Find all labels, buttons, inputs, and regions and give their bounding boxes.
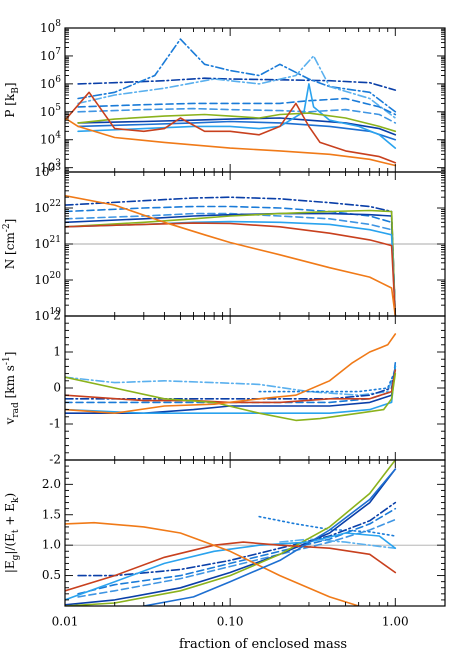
series-line-4 <box>77 518 397 598</box>
y-axis-label: P [kB​] <box>3 82 21 117</box>
x-axis-label: fraction of enclosed mass <box>179 637 347 652</box>
y-axis-label: |Eg​|/(Et​ + Ek​) <box>3 493 21 573</box>
series-line-7 <box>65 460 397 606</box>
series-group <box>65 460 397 606</box>
series-line-9 <box>65 541 397 592</box>
y-tick-label: 1020 <box>34 271 61 287</box>
y-tick-label: 2.0 <box>42 477 61 491</box>
series-line-3 <box>77 507 397 595</box>
series-line-5 <box>77 107 397 124</box>
series-line-1 <box>258 515 397 537</box>
series-group <box>65 194 397 316</box>
series-line-5 <box>279 538 397 549</box>
series-line-10 <box>65 91 397 164</box>
y-tick-label: 106 <box>40 74 61 90</box>
y-tick-label: 1.0 <box>42 538 61 552</box>
series-line-3 <box>65 365 397 400</box>
panel-3: -2 -1 0 1 2 vrad​ [km s-1​] <box>2 309 446 467</box>
y-tick-label: 1023 <box>34 163 61 179</box>
series-line-7 <box>65 369 397 404</box>
series-line-10 <box>65 521 360 606</box>
series-group <box>65 333 397 422</box>
axis-frame <box>64 315 446 461</box>
y-tick-label: 2 <box>53 309 61 323</box>
y-tick-label: 1022 <box>34 199 61 215</box>
y-tick-label: 0.5 <box>42 568 61 582</box>
y-tick-label: 104 <box>40 130 61 146</box>
series-line-4 <box>77 97 397 116</box>
series-group <box>65 38 397 167</box>
series-line-8 <box>65 532 397 601</box>
series-line-9 <box>77 112 397 133</box>
y-axis-label: vrad​ [km s-1​] <box>2 352 21 426</box>
y-tick-label: 1019 <box>34 307 61 323</box>
series-line-2 <box>77 38 397 113</box>
series-line-3 <box>65 212 397 316</box>
y-tick-label: -1 <box>49 417 61 431</box>
series-line-8 <box>77 83 397 149</box>
y-tick-label: 107 <box>40 46 61 62</box>
y-tick-label: 1.5 <box>42 507 61 521</box>
x-tick-label: 0.10 <box>217 615 244 629</box>
y-axis-label: N [cm-2​] <box>2 219 17 270</box>
series-line-8 <box>65 372 397 422</box>
panel-1: 103 104 105 106 107 108 P [kB​] <box>3 19 446 174</box>
series-line-6 <box>65 365 397 414</box>
y-tick-label: 103 <box>40 158 61 174</box>
series-line-3 <box>77 55 397 119</box>
axis-frame <box>64 459 446 607</box>
series-line-1 <box>77 77 397 91</box>
series-line-7 <box>77 120 397 141</box>
series-line-5 <box>65 365 397 414</box>
y-tick-label: 1021 <box>34 235 61 251</box>
y-tick-label: 1 <box>53 345 61 359</box>
series-line-7 <box>65 222 397 316</box>
y-tick-label: 108 <box>40 19 61 35</box>
series-line-2 <box>258 369 397 393</box>
y-tick-label: 0 <box>53 381 61 395</box>
x-tick-label: 1.00 <box>382 615 409 629</box>
series-line-1 <box>65 196 397 316</box>
y-tick-label: -2 <box>49 453 61 467</box>
axis-frame <box>64 27 446 173</box>
panel-2: 1019 1020 1021 1022 1023 N [cm-2​] <box>2 163 446 323</box>
series-line-11 <box>143 468 397 606</box>
series-line-11 <box>65 117 397 167</box>
x-tick-label: 0.01 <box>52 615 79 629</box>
series-line-2 <box>65 205 397 316</box>
series-line-9 <box>65 333 397 414</box>
panel-4: 0.5 1.0 1.5 2.0 |Eg​|/(Et​ + Ek​) 0.01 0.10 1.0… <box>3 459 446 652</box>
series-line-6 <box>77 117 397 136</box>
series-line-4 <box>65 212 397 316</box>
series-line-2 <box>77 501 397 577</box>
y-tick-label: 105 <box>40 102 61 118</box>
series-line-8 <box>65 194 397 316</box>
